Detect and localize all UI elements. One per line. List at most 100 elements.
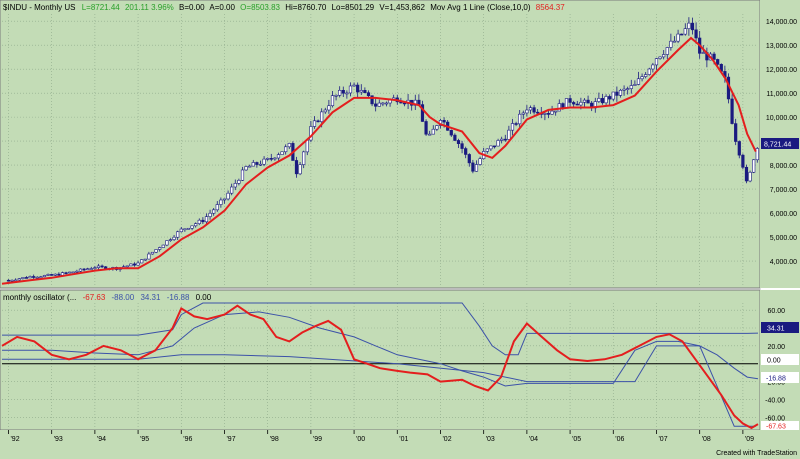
- candle: [168, 238, 173, 242]
- oscillator-lower-band: [2, 345, 756, 427]
- candle: [280, 151, 284, 155]
- candle: [572, 100, 576, 108]
- candle: [298, 161, 302, 176]
- price-tick-label: 6,000.00: [770, 211, 797, 218]
- price-header: $INDU - Monthly US L=8721.44 201.11 3.96…: [3, 3, 565, 12]
- candle: [618, 88, 623, 98]
- osc-value-flag-label: -67.63: [766, 424, 786, 431]
- candle: [676, 29, 680, 44]
- candle: [737, 140, 741, 159]
- candle: [662, 50, 666, 60]
- candle: [352, 82, 356, 87]
- candle: [363, 87, 367, 94]
- candle: [615, 86, 619, 102]
- candle: [690, 17, 695, 35]
- candle: [237, 178, 241, 186]
- price-tick-label: 11,000.00: [766, 91, 797, 98]
- candle: [428, 130, 432, 136]
- candle: [716, 58, 720, 66]
- candle: [514, 121, 518, 127]
- osc-zero-flag: 0.00: [761, 354, 799, 365]
- candle: [420, 100, 425, 122]
- price-tick-label: 10,000.00: [766, 115, 797, 122]
- candle: [600, 93, 605, 105]
- price-panel: [0, 0, 761, 289]
- candle: [687, 17, 691, 36]
- oscillator-upper-band: [2, 302, 759, 356]
- candle: [32, 274, 36, 280]
- osc-value-flag: -67.63: [761, 421, 799, 431]
- year-tick-label: '00: [356, 436, 365, 443]
- candle: [532, 104, 536, 115]
- candle: [132, 262, 137, 267]
- candle: [179, 226, 183, 233]
- candle: [449, 129, 453, 137]
- price-tick-label: 13,000.00: [766, 43, 797, 50]
- candle: [694, 22, 698, 44]
- candle: [748, 170, 752, 183]
- high-value: Hi=8760.70: [285, 3, 327, 12]
- candle: [204, 213, 209, 225]
- candle: [57, 272, 61, 276]
- candle: [172, 234, 176, 241]
- candle: [266, 157, 270, 161]
- candle: [323, 107, 327, 114]
- low-value: Lo=8501.29: [332, 3, 375, 12]
- grid-lines: [2, 14, 758, 428]
- candle: [503, 134, 507, 142]
- price-flag: 8,721.44: [761, 138, 799, 149]
- candle: [21, 277, 25, 280]
- footer-credit: Created with TradeStation: [716, 450, 797, 457]
- candle: [150, 251, 155, 255]
- candle: [730, 94, 734, 125]
- candle: [507, 125, 511, 140]
- candle: [597, 92, 601, 104]
- candle: [644, 72, 648, 79]
- candle: [294, 156, 299, 178]
- candle: [46, 273, 50, 276]
- oscillator-middle-band: [2, 311, 759, 387]
- year-tick-label: '04: [529, 436, 538, 443]
- candle: [96, 263, 101, 270]
- year-tick-label: '95: [140, 436, 149, 443]
- candle: [183, 228, 187, 232]
- candle: [276, 152, 281, 161]
- candle: [744, 164, 749, 184]
- candle: [435, 124, 439, 132]
- price-tick-label: 4,000.00: [770, 259, 797, 266]
- candle: [384, 101, 389, 107]
- candle: [543, 111, 547, 121]
- candle: [528, 105, 533, 114]
- candle: [190, 225, 194, 231]
- candle: [176, 230, 180, 241]
- bid-value: B=0.00: [179, 3, 205, 12]
- candle: [215, 201, 219, 212]
- candle: [622, 85, 626, 96]
- candle: [647, 67, 651, 76]
- year-tick-label: '02: [442, 436, 451, 443]
- candle: [741, 153, 745, 170]
- candle: [489, 145, 493, 151]
- candle: [525, 105, 529, 117]
- osc-lower-flag-label: -16.88: [766, 376, 786, 383]
- candle: [14, 278, 18, 282]
- candle: [222, 198, 227, 204]
- year-tick-label: '97: [226, 436, 235, 443]
- price-tick-label: 12,000.00: [766, 67, 797, 74]
- candle: [316, 119, 320, 123]
- mov-avg-label: Mov Avg 1 Line (Close,10,0): [430, 3, 531, 12]
- candle: [456, 138, 461, 149]
- candle: [424, 119, 428, 136]
- candle: [345, 90, 349, 99]
- candle: [683, 23, 687, 36]
- year-tick-label: '08: [702, 436, 711, 443]
- candle: [284, 144, 288, 155]
- candle: [485, 148, 489, 154]
- candle: [212, 207, 216, 216]
- price-candles: [6, 17, 759, 282]
- candle: [327, 99, 331, 114]
- year-tick-label: '96: [183, 436, 192, 443]
- candle: [309, 121, 313, 143]
- candle: [568, 94, 572, 107]
